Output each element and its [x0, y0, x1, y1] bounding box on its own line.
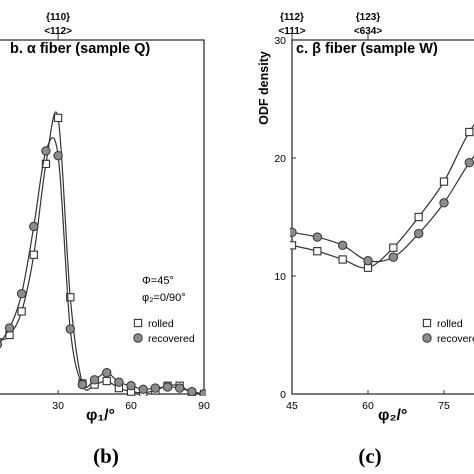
panel-c-beta-fiber: 45 60 75 0 10 20 30 {112} <111> {123} <634> rolled…: [257, 12, 474, 468]
c-legend-label: rolled: [437, 318, 463, 330]
c-y-tick-label: 20: [274, 153, 286, 165]
panel-c-plot-area: 45 60 75 0 10 20 30 {112} <111> {123} <634>: [274, 12, 474, 412]
b-top-label-direction: <112>: [44, 26, 72, 37]
c-y-tick-label: 30: [274, 35, 286, 47]
b-legend-label: rolled: [148, 318, 174, 330]
c-series-line-recovered: [291, 155, 474, 263]
b-legend: rolled recovered: [133, 318, 195, 345]
c-point-recovered: [388, 252, 399, 262]
b-point-recovered: [102, 368, 112, 378]
c-point-recovered: [363, 255, 373, 266]
b-point-rolled: [66, 293, 75, 302]
c-x-tick-label: 45: [286, 400, 298, 412]
b-top-label-plane: {110}: [46, 12, 70, 23]
c-point-rolled: [439, 177, 449, 186]
c-legend-marker-rolled: [422, 318, 432, 328]
b-x-tick-label: 90: [198, 400, 210, 412]
panel-c-y-axis-label: ODF density: [257, 51, 271, 125]
panel-c-x-axis-label: φ₂/°: [378, 407, 407, 424]
panel-c-marks: rolled recovered: [290, 123, 474, 345]
b-point-recovered: [126, 381, 136, 391]
c-point-recovered: [439, 198, 449, 208]
c-top-label-plane: {112}: [280, 12, 304, 23]
c-point-rolled: [338, 255, 347, 264]
c-point-recovered: [413, 228, 424, 239]
c-point-recovered: [464, 158, 474, 168]
c-point-recovered: [312, 232, 323, 242]
b-point-recovered: [162, 382, 173, 392]
b-point-recovered: [187, 386, 197, 396]
b-point-recovered: [16, 289, 27, 299]
b-point-recovered: [150, 383, 161, 393]
b-series-line-recovered: [0, 137, 205, 395]
c-legend: rolled recovered: [422, 318, 474, 345]
b-point-recovered: [138, 384, 148, 394]
c-top-label-direction: <634>: [354, 26, 383, 37]
b-point-recovered: [4, 323, 15, 333]
c-point-recovered: [290, 227, 297, 238]
c-legend-label: recovered: [437, 333, 474, 345]
b-point-recovered: [53, 150, 63, 161]
c-top-label-direction: <111>: [278, 26, 305, 37]
b-point-recovered: [29, 221, 39, 232]
b-point-recovered: [65, 324, 75, 334]
b-point-recovered: [89, 375, 100, 385]
b-legend-label: recovered: [148, 333, 195, 345]
c-x-tick-label: 60: [362, 400, 374, 412]
b-point-rolled: [17, 307, 26, 316]
c-top-label-plane: {123}: [356, 12, 381, 23]
c-point-rolled: [313, 247, 322, 256]
c-series-group: [290, 123, 474, 272]
b-point-recovered: [41, 146, 51, 156]
c-x-tick-label: 75: [438, 400, 450, 412]
b-point-recovered: [199, 389, 206, 396]
panel-c-caption: (c): [358, 444, 381, 468]
b-point-rolled: [102, 376, 111, 386]
c-point-rolled: [290, 241, 297, 250]
b-plot-frame: [0, 39, 205, 395]
c-point-rolled: [465, 127, 474, 137]
b-x-tick-label: 60: [125, 400, 137, 412]
panel-b-alpha-fiber: 0306090{110}<001>{110}<112> rolledrecove…: [0, 12, 210, 468]
c-point-recovered: [337, 240, 348, 251]
b-point-recovered: [77, 379, 88, 390]
panel-c-title: c. β fiber (sample W): [296, 41, 438, 57]
c-y-tick-label: 0: [280, 389, 286, 401]
c-y-tick-label: 10: [274, 271, 286, 283]
panel-b-caption: (b): [93, 444, 119, 468]
b-point-rolled: [53, 113, 63, 123]
panel-b-x-axis-label: φ₁/°: [86, 407, 115, 424]
panel-b-title: b. α fiber (sample Q): [10, 41, 150, 57]
panel-b-plot-area: 0306090{110}<001>{110}<112>: [0, 12, 210, 412]
b-point-recovered: [0, 340, 3, 349]
panel-b-marks: rolled recovered: [0, 111, 206, 396]
b-x-tick-label: 30: [52, 400, 64, 412]
b-point-rolled: [29, 250, 38, 259]
b-legend-marker-recovered: [133, 333, 143, 343]
c-legend-marker-recovered: [422, 333, 432, 343]
c-plot-frame: [291, 39, 474, 395]
c-series-line-rolled: [291, 123, 474, 269]
c-point-rolled: [414, 212, 423, 222]
b-point-recovered: [114, 377, 124, 387]
panel-b-annotation-phi: Φ=45°: [142, 275, 174, 287]
c-point-rolled: [389, 243, 398, 252]
b-legend-marker-rolled: [133, 318, 143, 328]
panel-b-annotation-phi2: φ₂=0/90°: [142, 292, 186, 304]
b-series-group: [0, 111, 206, 396]
b-point-rolled: [41, 159, 51, 169]
b-point-recovered: [174, 383, 185, 393]
